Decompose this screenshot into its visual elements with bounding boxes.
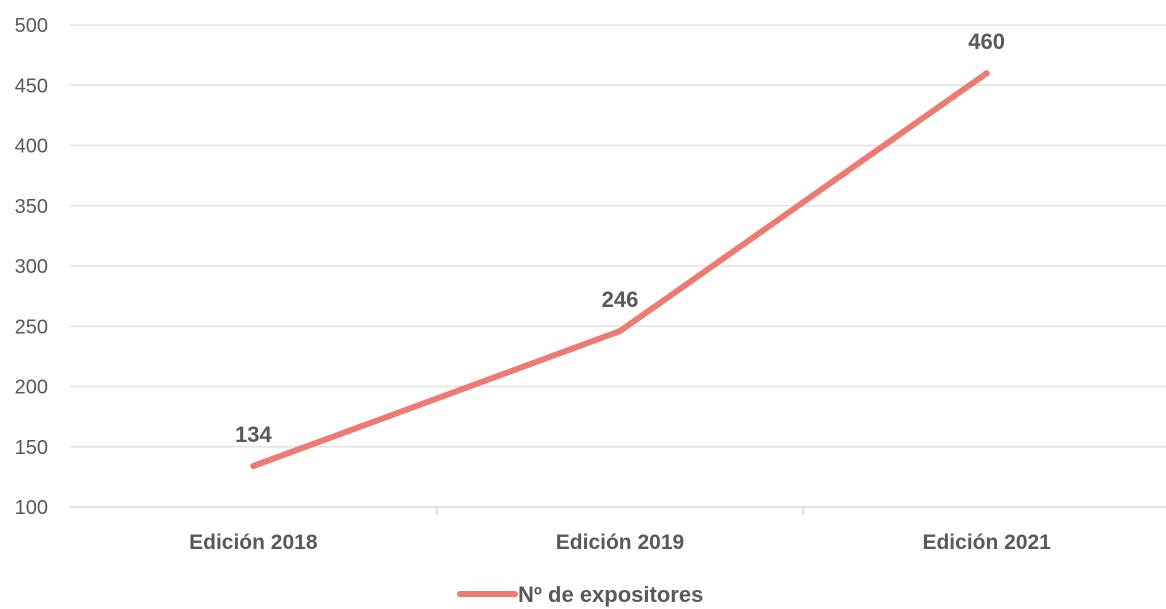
x-category-label: Edición 2019 xyxy=(556,531,684,554)
legend-label: Nº de expositores xyxy=(518,582,703,607)
y-tick-label: 100 xyxy=(15,497,48,519)
y-axis-tick-labels: 100 150 200 250 300 350 400 450 500 xyxy=(15,15,48,519)
data-label: 134 xyxy=(235,422,272,447)
data-labels: 134 246 460 xyxy=(235,29,1005,447)
y-tick-label: 400 xyxy=(15,136,48,158)
data-label: 246 xyxy=(602,287,639,312)
data-label: 460 xyxy=(968,29,1005,54)
series-lines xyxy=(250,70,990,470)
x-axis xyxy=(70,506,1166,515)
x-category-label: Edición 2021 xyxy=(922,531,1051,554)
y-tick-label: 350 xyxy=(15,196,48,218)
y-tick-label: 200 xyxy=(15,377,48,399)
y-tick-label: 250 xyxy=(15,316,48,338)
y-tick-label: 450 xyxy=(15,75,48,97)
x-axis-category-labels: Edición 2018 Edición 2019 Edición 2021 xyxy=(189,531,1051,554)
y-tick-label: 500 xyxy=(15,15,48,37)
legend: Nº de expositores xyxy=(457,582,703,607)
x-category-label: Edición 2018 xyxy=(189,531,318,554)
gridlines xyxy=(70,24,1166,448)
data-point xyxy=(250,463,257,470)
y-tick-label: 300 xyxy=(15,256,48,278)
data-point xyxy=(617,328,623,335)
data-point xyxy=(983,70,990,77)
y-tick-label: 150 xyxy=(15,437,48,459)
series-line xyxy=(250,70,990,469)
